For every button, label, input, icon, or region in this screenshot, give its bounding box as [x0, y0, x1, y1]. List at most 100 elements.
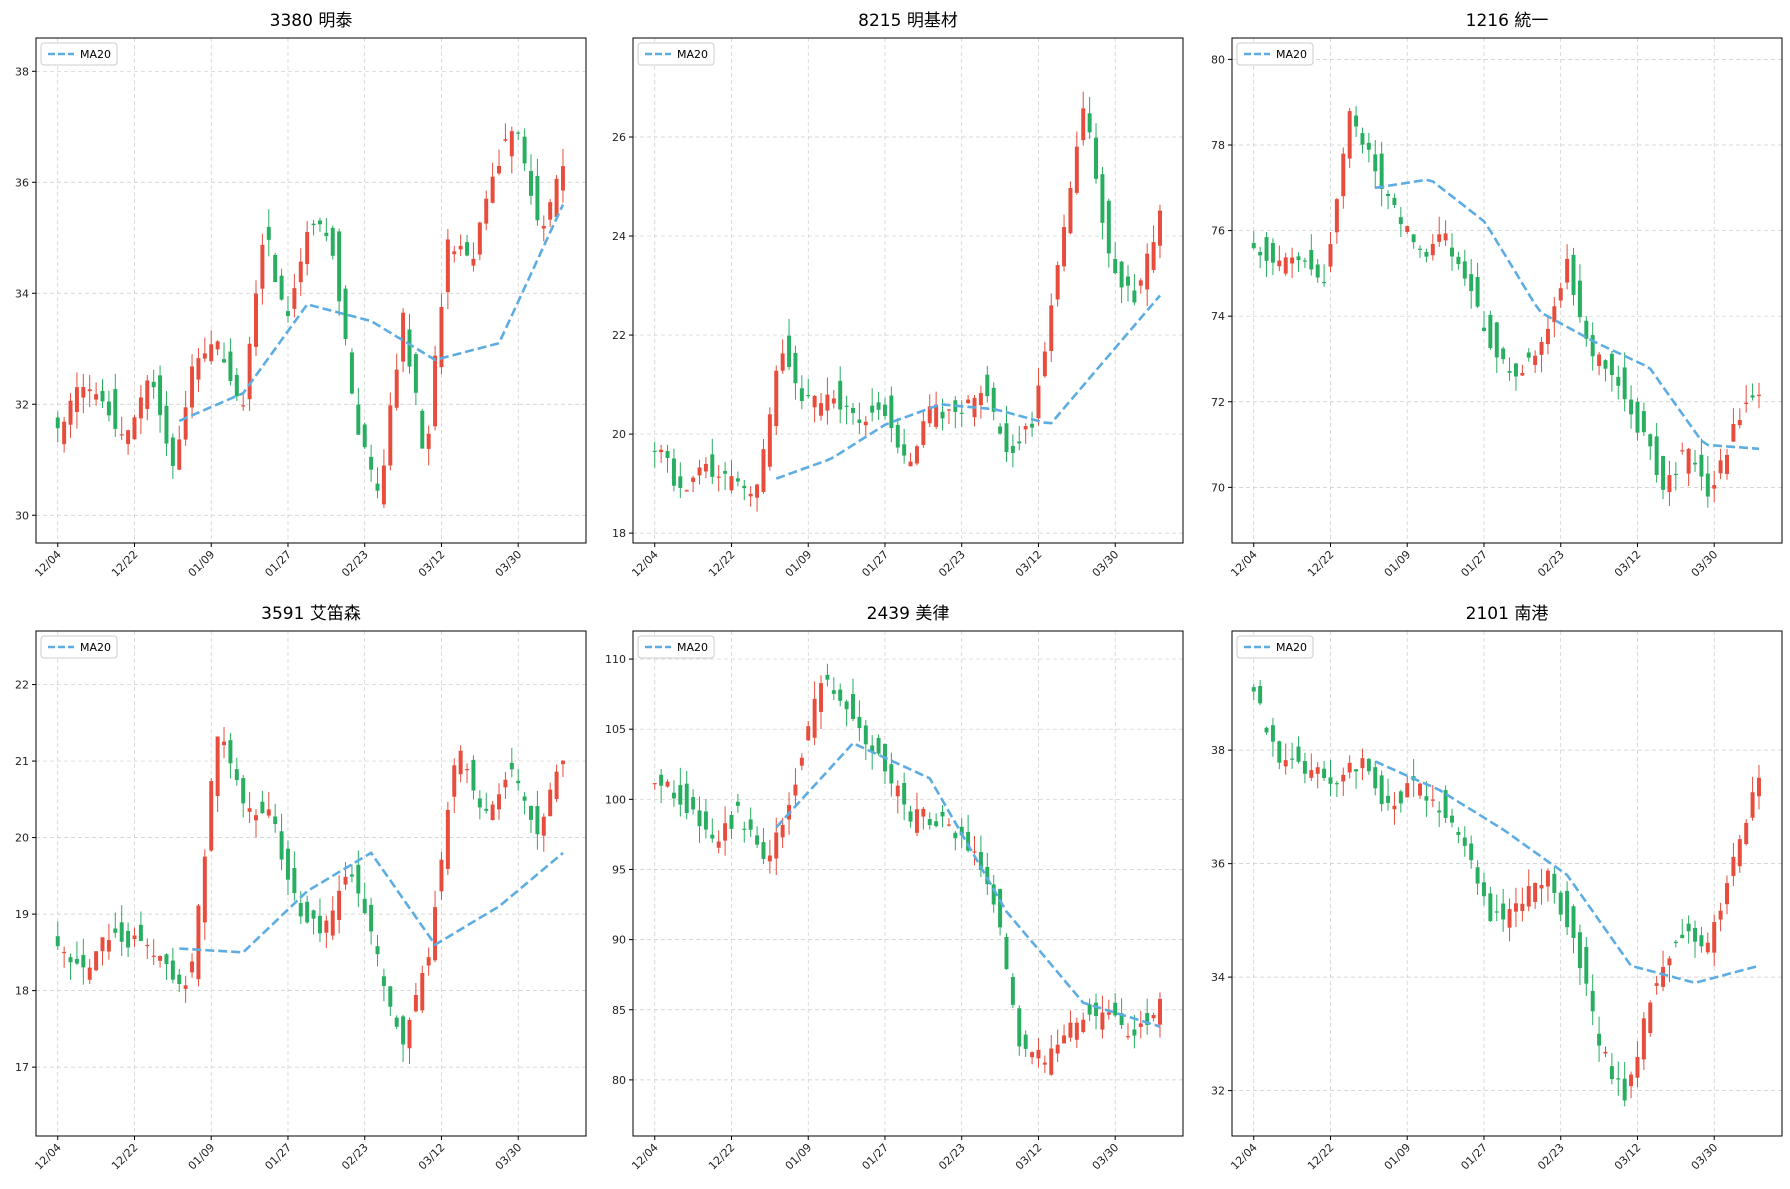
- candle: [1616, 365, 1621, 400]
- candle-body: [1635, 1056, 1640, 1078]
- candle: [1068, 1010, 1073, 1042]
- candle: [113, 912, 118, 938]
- candle: [1609, 350, 1614, 392]
- candle-body: [413, 354, 418, 393]
- candle-body: [882, 404, 887, 416]
- candle: [445, 801, 450, 875]
- candle-body: [755, 835, 760, 845]
- x-tick-label: 02/23: [1535, 1141, 1567, 1173]
- candle: [1654, 423, 1659, 483]
- candle: [1571, 904, 1576, 954]
- candle: [222, 342, 227, 364]
- candle: [927, 812, 932, 830]
- candle: [1629, 385, 1634, 429]
- legend-box: [1236, 635, 1314, 659]
- candle: [164, 953, 169, 980]
- candle-body: [1584, 320, 1589, 339]
- plot-frame: [35, 630, 587, 1137]
- candle: [1042, 341, 1047, 378]
- candle: [349, 864, 354, 883]
- candle-body: [292, 868, 297, 894]
- candle: [652, 441, 657, 468]
- x-tick-label: 03/12: [416, 1141, 448, 1173]
- candle: [1590, 322, 1595, 371]
- candle: [196, 348, 201, 392]
- y-tick-label: 22: [612, 329, 626, 342]
- candle: [215, 736, 220, 812]
- candle-body: [748, 819, 753, 830]
- candle-body: [959, 826, 964, 836]
- candle: [799, 375, 804, 410]
- candle-body: [1386, 795, 1391, 803]
- candle: [1119, 260, 1124, 303]
- candle-body: [317, 915, 322, 934]
- candle: [1157, 204, 1162, 259]
- candle: [132, 414, 137, 440]
- candle-body: [1520, 372, 1525, 376]
- candle-body: [857, 419, 862, 423]
- candle-body: [1693, 927, 1698, 942]
- candle: [1430, 785, 1435, 808]
- candle: [177, 968, 182, 992]
- candle: [972, 836, 977, 866]
- candle: [1418, 782, 1423, 799]
- candle: [458, 234, 463, 257]
- ma20-line: [1374, 760, 1760, 985]
- candle: [62, 417, 67, 453]
- candle: [1437, 801, 1442, 827]
- candle-body: [697, 810, 702, 827]
- candle: [535, 158, 540, 226]
- candle: [190, 953, 195, 978]
- candle: [819, 675, 824, 730]
- candle: [100, 379, 105, 408]
- candle: [1094, 123, 1099, 184]
- candle: [1100, 995, 1105, 1039]
- candle-body: [260, 244, 265, 289]
- candle-body: [356, 404, 361, 435]
- candle: [1545, 868, 1550, 902]
- candle-body: [1661, 456, 1666, 490]
- candle: [490, 162, 495, 204]
- ma20-line: [178, 203, 565, 423]
- candle-body: [863, 421, 868, 426]
- candle: [921, 409, 926, 448]
- candle: [337, 228, 342, 316]
- candle: [1609, 1053, 1614, 1085]
- candle: [1533, 350, 1538, 373]
- x-tick-label: 03/30: [1689, 1141, 1721, 1173]
- candle: [548, 199, 553, 227]
- y-tick-label: 95: [612, 863, 626, 876]
- candle: [183, 975, 188, 1003]
- candle: [953, 830, 958, 851]
- y-tick-label: 20: [15, 832, 29, 845]
- candle-body: [838, 689, 843, 701]
- candle-body: [145, 380, 150, 409]
- candle: [260, 790, 265, 814]
- legend-box: [1236, 42, 1314, 66]
- candle: [716, 465, 721, 492]
- candle-body: [196, 358, 201, 380]
- candle: [260, 233, 265, 305]
- candle-body: [516, 132, 521, 134]
- candle: [1622, 352, 1627, 412]
- candle-body: [183, 407, 188, 440]
- candle-body: [729, 476, 734, 491]
- candle-body: [497, 794, 502, 810]
- candle: [914, 792, 919, 837]
- candle: [1373, 140, 1378, 189]
- x-tick-label: 12/04: [32, 548, 64, 580]
- candle: [1469, 835, 1474, 869]
- candle: [138, 911, 143, 942]
- candle-body: [1132, 1029, 1137, 1036]
- candle-body: [503, 139, 508, 141]
- candle-body: [1469, 843, 1474, 861]
- candle: [1731, 842, 1736, 887]
- candle-body: [554, 771, 559, 800]
- y-tick-label: 32: [1211, 1085, 1225, 1098]
- candle-body: [548, 789, 553, 817]
- candle-body: [228, 740, 233, 764]
- candle-body: [921, 421, 926, 445]
- candle-body: [516, 780, 521, 784]
- candle-body: [132, 935, 137, 940]
- ma20-line: [179, 851, 564, 954]
